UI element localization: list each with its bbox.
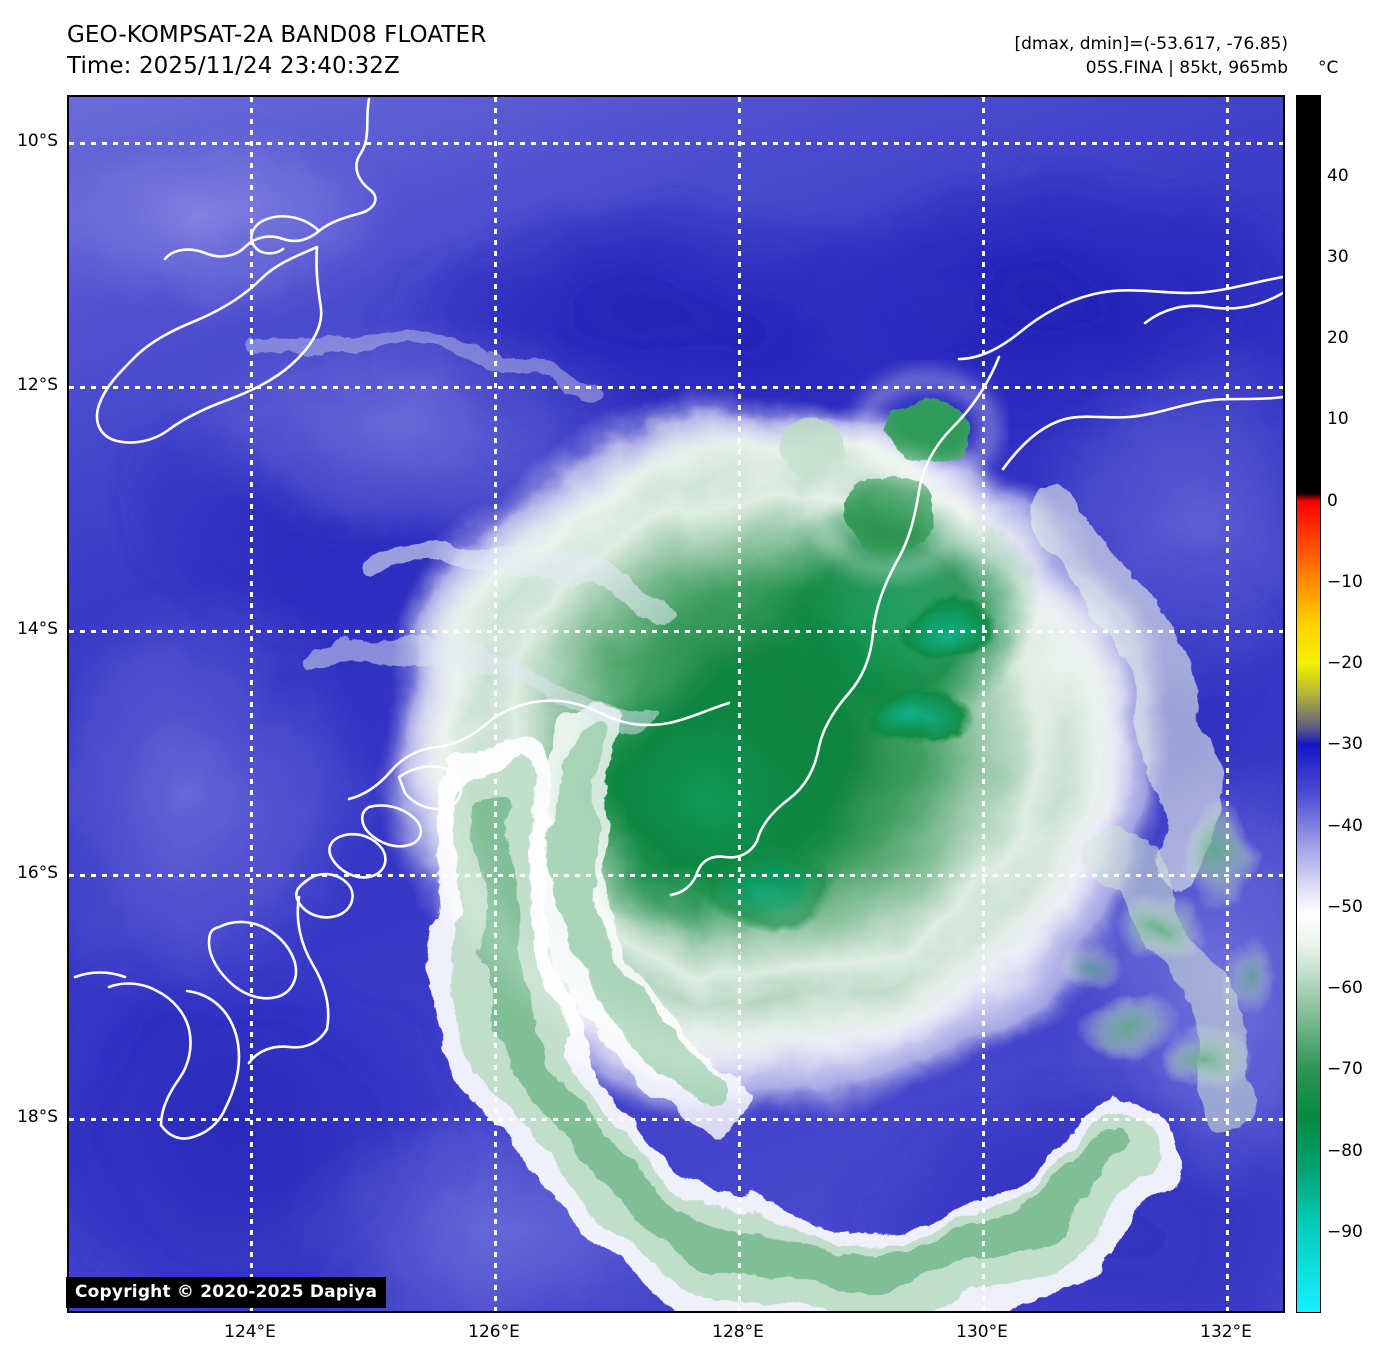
colorbar-tick--80: −80 — [1327, 1141, 1363, 1161]
colorbar-tick--10: −10 — [1327, 572, 1363, 592]
colorbar-tick-10: 10 — [1327, 409, 1349, 429]
colorbar-tick-30: 30 — [1327, 247, 1349, 267]
colorbar-tick--30: −30 — [1327, 734, 1363, 754]
data-range-text: [dmax, dmin]=(-53.617, -76.85) — [1014, 34, 1289, 54]
timestamp: Time: 2025/11/24 23:40:32Z — [67, 53, 400, 79]
xtick-label-4: 132°E — [1200, 1322, 1252, 1342]
ytick-label-1: 12°S — [17, 375, 58, 395]
colorbar[interactable] — [1296, 95, 1321, 1313]
colorbar-gradient — [1297, 96, 1320, 1312]
xtick-label-0: 124°E — [224, 1322, 276, 1342]
colorbar-tick-40: 40 — [1327, 166, 1349, 186]
colorbar-tick--50: −50 — [1327, 897, 1363, 917]
satellite-imagery — [69, 97, 1283, 1311]
storm-info-text: 05S.FINA | 85kt, 965mb — [1085, 58, 1288, 78]
colorbar-tick--40: −40 — [1327, 816, 1363, 836]
xtick-label-1: 126°E — [468, 1322, 520, 1342]
colorbar-unit-label: °C — [1318, 58, 1339, 78]
satellite-image-plot[interactable] — [67, 95, 1285, 1313]
ytick-label-4: 18°S — [17, 1107, 58, 1127]
xtick-label-3: 130°E — [956, 1322, 1008, 1342]
colorbar-tick--70: −70 — [1327, 1059, 1363, 1079]
colorbar-tick--90: −90 — [1327, 1222, 1363, 1242]
product-title: GEO-KOMPSAT-2A BAND08 FLOATER — [67, 22, 487, 48]
colorbar-tick--20: −20 — [1327, 653, 1363, 673]
ytick-label-2: 14°S — [17, 619, 58, 639]
xtick-label-2: 128°E — [712, 1322, 764, 1342]
page-title: GEO-KOMPSAT-2A BAND08 FLOATER Time: 2025… — [67, 20, 486, 82]
ytick-label-3: 16°S — [17, 863, 58, 883]
ytick-label-0: 10°S — [17, 131, 58, 151]
metadata-block: [dmax, dmin]=(-53.617, -76.85) 05S.FINA … — [1015, 32, 1289, 80]
colorbar-tick-0: 0 — [1327, 491, 1338, 511]
copyright-badge: Copyright © 2020-2025 Dapiya — [66, 1277, 387, 1308]
colorbar-tick-20: 20 — [1327, 328, 1349, 348]
colorbar-tick--60: −60 — [1327, 978, 1363, 998]
